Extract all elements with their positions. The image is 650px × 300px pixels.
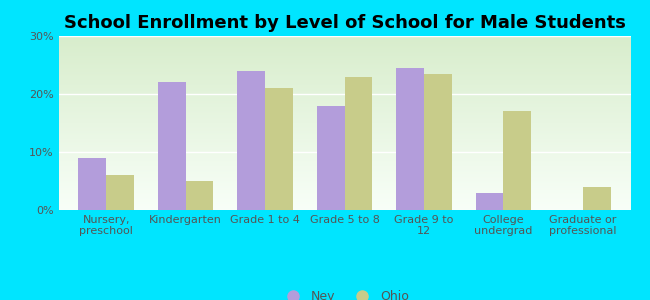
Bar <box>317 106 345 210</box>
Bar <box>503 111 531 210</box>
Bar <box>237 71 265 210</box>
Title: School Enrollment by Level of School for Male Students: School Enrollment by Level of School for… <box>64 14 625 32</box>
Legend: Ney, Ohio: Ney, Ohio <box>276 285 413 300</box>
Bar <box>186 181 213 210</box>
Bar <box>344 76 372 210</box>
Bar <box>476 193 503 210</box>
Bar <box>424 74 452 210</box>
Bar <box>106 175 134 210</box>
Bar <box>396 68 424 210</box>
Bar <box>79 158 106 210</box>
Bar <box>265 88 293 210</box>
Bar <box>583 187 610 210</box>
Bar <box>158 82 186 210</box>
